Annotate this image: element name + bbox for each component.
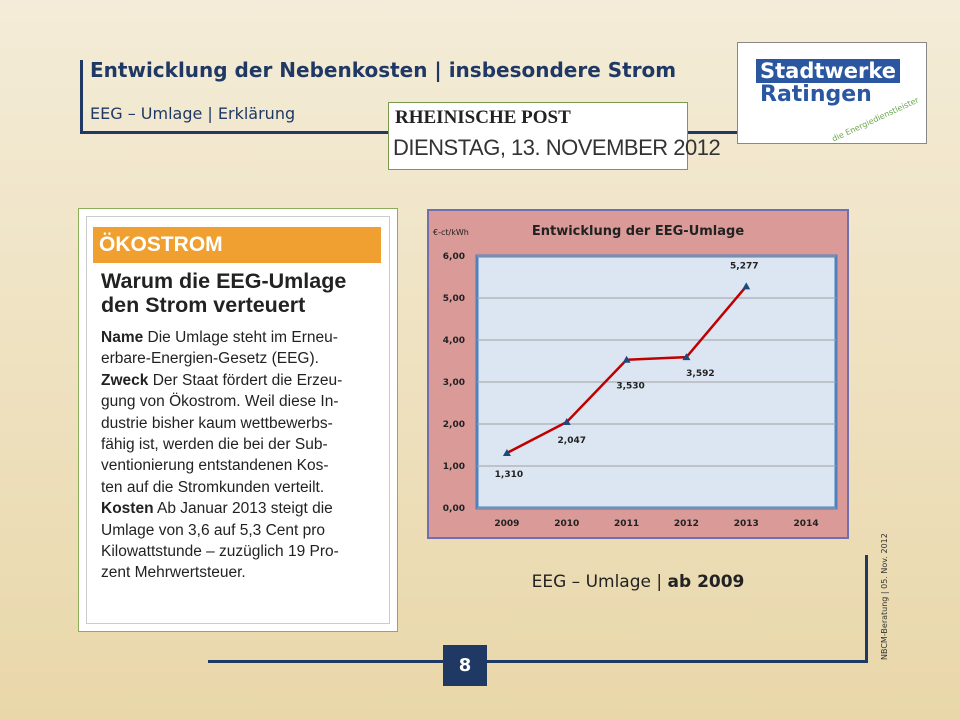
body-line: erbare-Energien-Gesetz (EEG). [101, 348, 342, 369]
logo-line1: Stadtwerke [756, 59, 901, 83]
y-tick-label: 2,00 [443, 420, 465, 430]
body-line: fähig ist, werden die bei der Sub- [101, 434, 342, 455]
article-frame [86, 216, 390, 624]
body-line: Zweck Der Staat fördert die Erzeu- [101, 370, 342, 391]
body-text: Kilowattstunde – zuzüglich 19 Pro- [101, 543, 339, 561]
data-label: 5,277 [730, 261, 758, 271]
x-tick-label: 2009 [494, 519, 519, 529]
caption: EEG – Umlage | ab 2009 [428, 572, 848, 592]
body-text: Ab Januar 2013 steigt die [157, 500, 333, 518]
article: ÖKOSTROM Warum die EEG-Umlage den Strom v… [78, 208, 398, 632]
rule [80, 60, 83, 134]
newspaper: RHEINISCHE POST DIENSTAG, 13. NOVEMBER 2… [388, 102, 721, 170]
data-label: 3,592 [686, 369, 714, 379]
x-tick-label: 2014 [794, 519, 819, 529]
body-line: ten auf die Stromkunden verteilt. [101, 477, 342, 498]
body-line: gung von Ökostrom. Weil diese In- [101, 391, 342, 412]
article-body: Name Die Umlage steht im Erneu-erbare-En… [101, 327, 342, 584]
y-tick-label: 4,00 [443, 336, 465, 346]
data-point [562, 418, 571, 426]
y-tick-label: 5,00 [443, 294, 465, 304]
body-text: fähig ist, werden die bei der Sub- [101, 436, 328, 454]
x-tick-label: 2013 [734, 519, 759, 529]
body-line: zent Mehrwertsteuer. [101, 562, 342, 583]
term: Name [101, 329, 144, 346]
body-line: Umlage von 3,6 auf 5,3 Cent pro [101, 520, 342, 541]
data-point [502, 448, 511, 456]
article-banner: ÖKOSTROM [93, 227, 381, 263]
logo: Stadtwerke Ratingen die Energiedienstlei… [737, 42, 927, 144]
body-text: ventionierung entstandenen Kos- [101, 457, 329, 475]
logo-line2: Ratingen [760, 82, 872, 107]
chart-title: Entwicklung der EEG-Umlage [532, 224, 744, 239]
term: Zweck [101, 371, 149, 389]
caption-text: EEG – Umlage | [531, 572, 663, 592]
data-point [682, 353, 691, 361]
y-tick-label: 1,00 [443, 462, 465, 472]
x-tick-label: 2010 [554, 519, 579, 529]
body-line: Kosten Ab Januar 2013 steigt die [101, 498, 342, 519]
footer-source: NBCM-Beratung | 05. Nov. 2012 [880, 533, 889, 660]
body-text: dustrie bisher kaum wettbewerbs- [101, 414, 333, 432]
slide-title: Entwicklung der Nebenkosten | insbesonde… [90, 58, 677, 82]
body-line: Kilowattstunde – zuzüglich 19 Pro- [101, 541, 342, 562]
body-text: gung von Ökostrom. Weil diese In- [101, 393, 339, 411]
y-axis-label: €-ct/kWh [433, 228, 469, 237]
data-point [622, 355, 631, 363]
data-point [742, 282, 751, 290]
headline-line: Warum die EEG-Umlage [101, 269, 347, 293]
page-number: 8 [443, 645, 487, 686]
y-tick-label: 3,00 [443, 378, 465, 388]
body-text: ten auf die Stromkunden verteilt. [101, 478, 325, 496]
rule [208, 660, 868, 663]
banner-text: ÖKOSTROM [99, 233, 223, 256]
body-text: Der Staat fördert die Erzeu- [152, 371, 343, 389]
x-tick-label: 2012 [674, 519, 699, 529]
headline-line: den Strom verteuert [101, 293, 306, 317]
data-label: 3,530 [616, 382, 644, 392]
caption-bold: ab 2009 [667, 572, 745, 592]
newspaper-name: RHEINISCHE POST [395, 107, 571, 128]
body-text: Die Umlage steht im Erneu- [147, 329, 338, 346]
body-text: Umlage von 3,6 auf 5,3 Cent pro [101, 521, 326, 539]
body-line: Name Die Umlage steht im Erneu- [101, 327, 342, 348]
x-tick-label: 2011 [614, 519, 639, 529]
body-text: zent Mehrwertsteuer. [101, 564, 246, 582]
newspaper-date: DIENSTAG, 13. NOVEMBER 2012 [393, 135, 721, 160]
body-line: ventionierung entstandenen Kos- [101, 455, 342, 476]
body-line: dustrie bisher kaum wettbewerbs- [101, 413, 342, 434]
rule [865, 555, 868, 663]
data-label: 2,047 [558, 436, 586, 446]
y-tick-label: 0,00 [443, 504, 465, 514]
term: Kosten [101, 500, 154, 518]
slide-subtitle: EEG – Umlage | Erklärung [90, 104, 296, 123]
body-text: erbare-Energien-Gesetz (EEG). [101, 350, 319, 368]
article-headline: Warum die EEG-Umlage den Strom verteuert [101, 269, 346, 317]
data-label: 1,310 [495, 470, 523, 480]
y-tick-label: 6,00 [443, 252, 465, 262]
